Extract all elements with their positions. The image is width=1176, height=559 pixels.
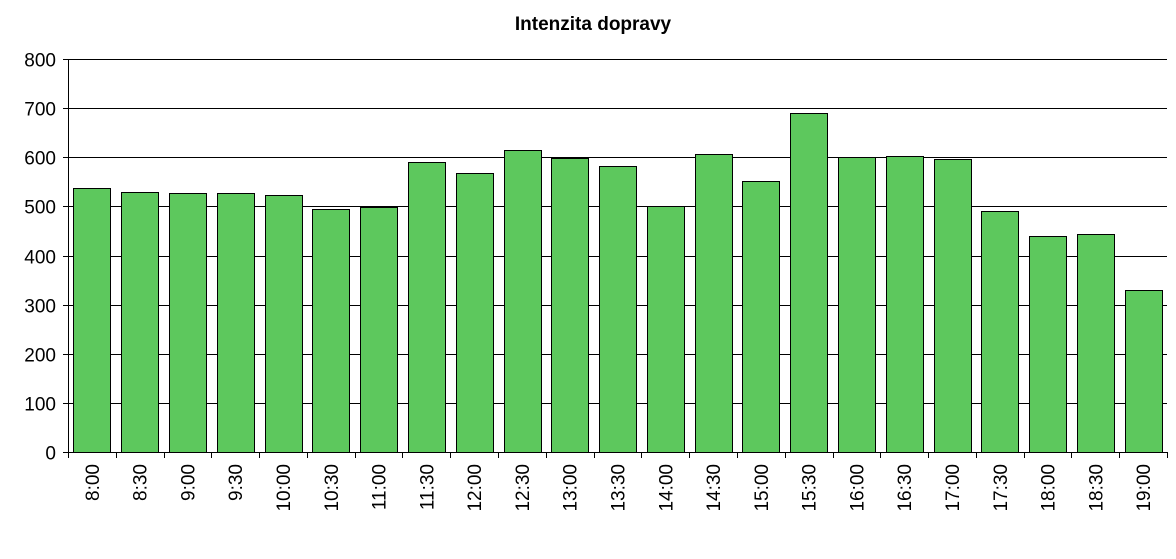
bar: [695, 154, 733, 453]
y-tick-label: 800: [24, 51, 56, 72]
y-tick-label: 300: [24, 297, 56, 318]
x-tick-label: 10:00: [274, 464, 295, 512]
x-tick-label: 13:30: [609, 464, 630, 512]
bar: [886, 156, 924, 453]
y-tick-label: 400: [24, 248, 56, 269]
bar: [73, 188, 111, 453]
bar: [599, 166, 637, 453]
x-tick-label: 12:00: [465, 464, 486, 512]
x-tick-label: 8:30: [131, 464, 152, 501]
bar: [742, 181, 780, 453]
bars: [73, 113, 1163, 453]
x-tick-label: 18:00: [1039, 464, 1060, 512]
y-tick-label: 600: [24, 149, 56, 170]
chart-title: Intenzita dopravy: [515, 14, 672, 35]
x-tick-label: 18:30: [1086, 464, 1107, 512]
bar: [121, 192, 159, 453]
bar: [647, 206, 685, 453]
bar: [1077, 234, 1115, 453]
bar: [217, 193, 255, 453]
x-tick-label: 16:00: [847, 464, 868, 512]
x-tick-label: 19:00: [1134, 464, 1155, 512]
y-tick-label: 0: [45, 444, 56, 465]
bar: [790, 113, 828, 453]
x-tick-label: 16:30: [895, 464, 916, 512]
x-tick-label: 10:30: [322, 464, 343, 512]
x-tick-label: 12:30: [513, 464, 534, 512]
bar: [551, 158, 589, 453]
bar: [312, 209, 350, 453]
y-axis-ticks: 0 100 200 300 400 500 600 700 800: [24, 51, 56, 465]
x-tick-label: 17:00: [943, 464, 964, 512]
bar: [265, 195, 303, 453]
y-tick-label: 200: [24, 346, 56, 367]
x-tick-label: 14:00: [656, 464, 677, 512]
y-tick-label: 100: [24, 395, 56, 416]
x-tick-label: 14:30: [704, 464, 725, 512]
bar: [360, 207, 398, 453]
bar: [838, 157, 876, 453]
bar: [1125, 290, 1163, 453]
y-tick-label: 700: [24, 100, 56, 121]
bar: [1029, 236, 1067, 453]
y-tick-label: 500: [24, 198, 56, 219]
x-tick-label: 13:00: [561, 464, 582, 512]
bar: [981, 211, 1019, 453]
x-tick-label: 8:00: [83, 464, 104, 501]
bar: [456, 173, 494, 453]
x-tick-label: 11:00: [370, 464, 391, 510]
x-tick-label: 17:30: [991, 464, 1012, 512]
x-tick-label: 15:00: [752, 464, 773, 512]
x-tick-label: 11:30: [417, 464, 438, 510]
bar: [169, 193, 207, 453]
bar: [504, 150, 542, 453]
bar: [934, 159, 972, 453]
x-tick-label: 15:30: [800, 464, 821, 512]
bar: [408, 162, 446, 453]
x-tick-label: 9:00: [178, 464, 199, 501]
x-axis-ticks: 8:00 8:30 9:00 9:30 10:00 10:30 11:00 11:30 12:0…: [83, 464, 1155, 512]
x-tick-label: 9:30: [226, 464, 247, 501]
axes: [63, 59, 1168, 458]
